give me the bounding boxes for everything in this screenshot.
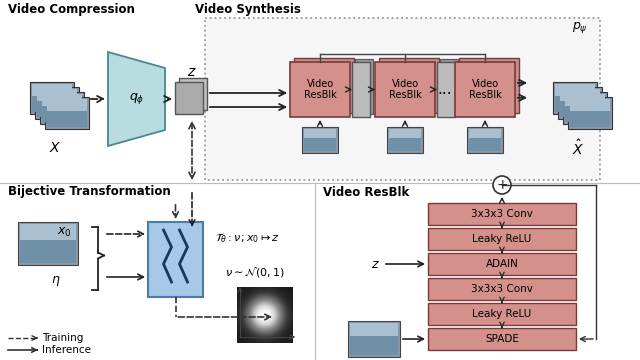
Bar [565, 106, 605, 122]
Text: $z$: $z$ [371, 257, 380, 270]
Bar [205, 18, 600, 180]
Bar [294, 58, 354, 113]
Bar [560, 101, 600, 117]
Bar [42, 94, 82, 106]
Bar [428, 253, 576, 275]
Text: Video
ResBlk: Video ResBlk [303, 79, 337, 100]
Text: $\hat{X}$: $\hat{X}$ [572, 138, 584, 158]
Bar [148, 222, 203, 297]
Bar [45, 97, 89, 129]
Text: $p_\psi$: $p_\psi$ [572, 21, 588, 36]
Bar [40, 92, 84, 124]
Bar [428, 228, 576, 250]
Text: Video Compression: Video Compression [8, 4, 135, 17]
Bar [175, 82, 203, 114]
Text: Video
ResBlk: Video ResBlk [468, 79, 501, 100]
Text: $q_\phi$: $q_\phi$ [129, 91, 145, 107]
Bar [37, 101, 77, 117]
Bar [37, 89, 77, 101]
Bar [30, 82, 74, 114]
Bar [389, 129, 421, 138]
Bar [355, 59, 373, 114]
Text: SPADE: SPADE [485, 334, 519, 344]
Bar [352, 62, 370, 117]
Bar [32, 96, 72, 112]
Bar [568, 97, 612, 129]
Bar [428, 203, 576, 225]
Bar [350, 323, 398, 337]
Bar [302, 127, 338, 153]
Bar [304, 129, 336, 138]
Bar [459, 58, 519, 113]
Bar [565, 94, 605, 106]
Text: $z$: $z$ [188, 65, 196, 79]
Text: $\nu \sim \mathcal{N}(0, 1)$: $\nu \sim \mathcal{N}(0, 1)$ [225, 265, 285, 279]
Text: +: + [496, 178, 508, 192]
Text: 3x3x3 Conv: 3x3x3 Conv [471, 284, 533, 294]
Circle shape [493, 176, 511, 194]
Text: Training: Training [42, 333, 83, 343]
Bar [428, 303, 576, 325]
Bar [570, 111, 610, 127]
Bar [437, 62, 455, 117]
Bar [42, 106, 82, 122]
Bar [469, 138, 501, 151]
Bar [18, 222, 78, 265]
Bar [555, 84, 595, 96]
Text: Video Synthesis: Video Synthesis [195, 4, 301, 17]
Bar [570, 99, 610, 111]
Bar [32, 84, 72, 96]
Bar [440, 59, 458, 114]
Bar [389, 138, 421, 151]
Bar [563, 92, 607, 124]
Bar [47, 111, 87, 127]
Text: Bijective Transformation: Bijective Transformation [8, 185, 171, 198]
Text: $x_0$: $x_0$ [57, 225, 72, 239]
Bar [47, 99, 87, 111]
Bar [20, 240, 76, 263]
Bar [455, 62, 515, 117]
Text: Video
ResBlk: Video ResBlk [388, 79, 421, 100]
Bar [304, 138, 336, 151]
Polygon shape [108, 52, 165, 146]
Bar [350, 337, 398, 355]
Bar [387, 127, 423, 153]
Bar [428, 328, 576, 350]
Bar [20, 224, 76, 240]
Text: ...: ... [438, 82, 452, 97]
Text: Inference: Inference [42, 345, 91, 355]
Bar [179, 78, 207, 110]
Bar [555, 96, 595, 112]
Text: $\mathcal{T}_\theta : \nu; x_0 \mapsto z$: $\mathcal{T}_\theta : \nu; x_0 \mapsto z… [215, 231, 280, 245]
Text: 3x3x3 Conv: 3x3x3 Conv [471, 209, 533, 219]
Bar [558, 87, 602, 119]
Bar [290, 62, 350, 117]
Bar [379, 58, 439, 113]
Bar [375, 62, 435, 117]
Bar [428, 278, 576, 300]
Bar [469, 129, 501, 138]
Text: Leaky ReLU: Leaky ReLU [472, 234, 532, 244]
Text: Leaky ReLU: Leaky ReLU [472, 309, 532, 319]
Bar [35, 87, 79, 119]
Bar [553, 82, 597, 114]
Text: $\eta$: $\eta$ [51, 274, 61, 288]
Text: Video ResBlk: Video ResBlk [323, 185, 409, 198]
Bar [467, 127, 503, 153]
Text: ADAIN: ADAIN [486, 259, 518, 269]
Text: $X$: $X$ [49, 141, 61, 155]
Bar [560, 89, 600, 101]
Bar [348, 321, 400, 357]
